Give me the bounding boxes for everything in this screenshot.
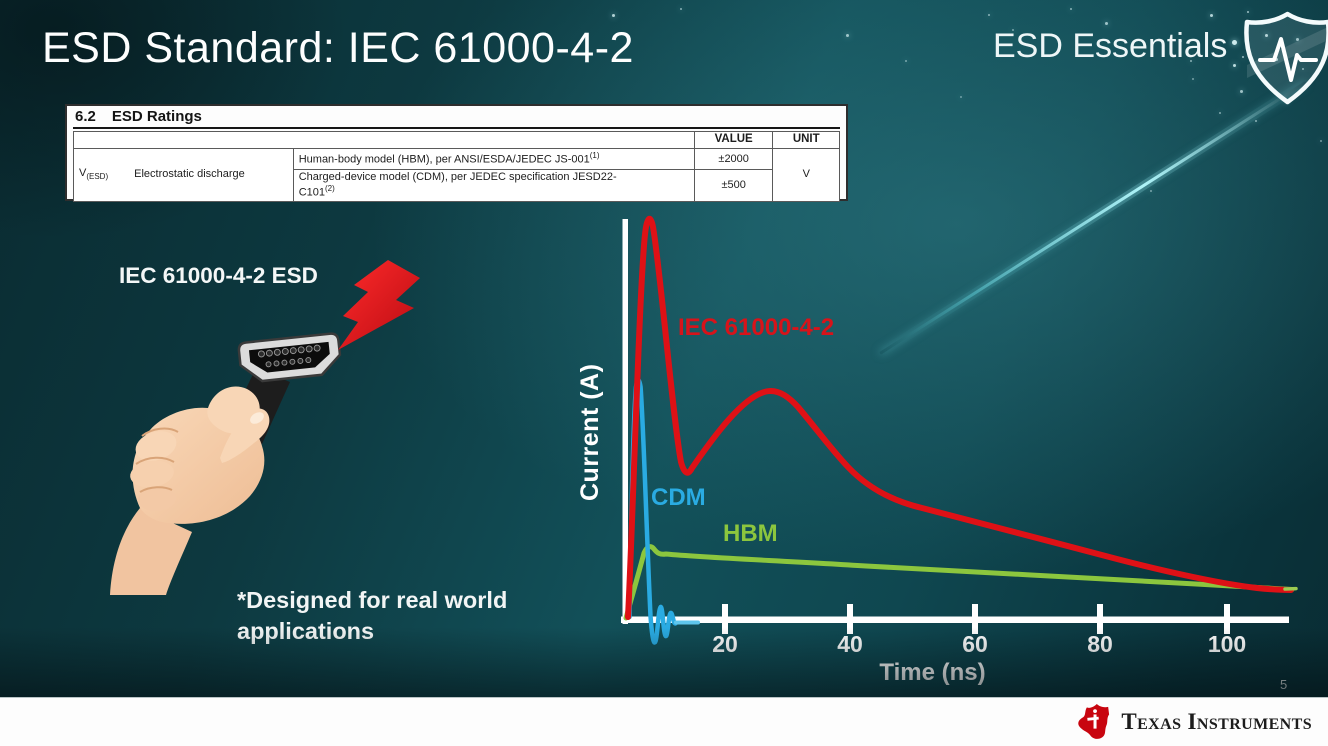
table-section-header: 6.2 ESD Ratings — [73, 107, 840, 129]
waveform-chart — [621, 215, 1298, 645]
star-dot — [1219, 112, 1221, 114]
star-dot — [988, 14, 990, 16]
star-dot — [1190, 60, 1192, 62]
star-dot — [1105, 22, 1108, 25]
axis-tick — [1224, 604, 1230, 634]
ratings-table: VALUE UNIT V(ESD) Electrostatic discharg… — [73, 131, 840, 202]
parameter-label: Electrostatic discharge — [134, 168, 245, 181]
page-title: ESD Standard: IEC 61000-4-2 — [42, 24, 634, 72]
star-dot — [905, 60, 907, 62]
star-dot — [1232, 40, 1237, 45]
hbm-description-cell: Human-body model (HBM), per ANSI/ESDA/JE… — [292, 148, 695, 170]
star-dot — [1265, 34, 1268, 37]
star-dot — [846, 34, 849, 37]
ti-logo-icon — [1078, 704, 1110, 739]
footnote-text: *Designed for real world applications — [237, 587, 508, 644]
program-badge-label: ESD Essentials — [993, 27, 1228, 65]
star-dot — [612, 14, 615, 17]
hdmi-connector — [237, 332, 342, 383]
hbm-value-cell: ±2000 — [693, 148, 774, 170]
star-dot — [1150, 190, 1152, 192]
star-dot — [1012, 29, 1014, 31]
star-dot — [1240, 90, 1243, 93]
iec-curve — [625, 215, 1294, 620]
star-dot — [1180, 40, 1182, 42]
series-label-cdm: CDM — [651, 484, 706, 511]
hbm-footnote-ref: (1) — [589, 151, 600, 161]
bottom-shade — [0, 627, 1328, 697]
illustration-label: IEC 61000-4-2 ESD — [119, 263, 318, 288]
esd-illustration — [110, 260, 420, 595]
series-label-iec: IEC 61000-4-2 — [678, 314, 835, 341]
star-dot — [1320, 140, 1322, 142]
star-dot — [1070, 8, 1072, 10]
hand-graphic — [110, 386, 270, 595]
y-axis — [622, 219, 628, 624]
star-dot — [1242, 56, 1244, 58]
star-dot — [1296, 38, 1299, 41]
table-section-number: 6.2 — [75, 108, 96, 125]
lightning-icon — [338, 260, 420, 350]
axis-tick — [972, 604, 978, 634]
footer-brand: Texas Instruments — [1121, 709, 1312, 734]
axis-tick — [722, 604, 728, 634]
cdm-footnote-ref: (2) — [325, 183, 335, 193]
esd-symbol-subscript: (ESD) — [86, 172, 109, 182]
star-dot — [960, 96, 962, 98]
x-axis — [621, 616, 1289, 623]
axis-ticks — [722, 604, 1230, 634]
star-dot — [680, 8, 682, 10]
unit-value-cell: V — [772, 148, 840, 202]
axis-tick — [847, 604, 853, 634]
ratings-table-panel: 6.2 ESD Ratings VALUE UNIT V(ESD) Electr… — [65, 104, 848, 202]
cdm-value-cell: ±500 — [693, 169, 774, 202]
empty-header-cell — [73, 131, 695, 149]
star-dot — [1275, 58, 1278, 61]
star-dot — [1192, 78, 1194, 80]
unit-column-header: UNIT — [772, 131, 840, 149]
current-axis-label: Current (A) — [576, 363, 604, 502]
value-column-header: VALUE — [693, 131, 774, 149]
series-label-hbm: HBM — [723, 520, 778, 547]
star-dot — [1233, 64, 1236, 67]
star-dot — [1247, 11, 1249, 13]
footer-bar: Texas Instruments — [0, 697, 1328, 746]
axis-tick — [1097, 604, 1103, 634]
table-section-title: ESD Ratings — [111, 108, 202, 125]
parameter-cell: V(ESD) Electrostatic discharge — [73, 148, 294, 202]
star-dot — [1255, 120, 1257, 122]
star-dot — [1302, 68, 1304, 70]
esd-symbol: V(ESD) — [79, 167, 109, 182]
cdm-description-cell: Charged-device model (CDM), per JEDEC sp… — [292, 169, 695, 202]
shield-pulse-icon — [1244, 11, 1328, 105]
star-dot — [1210, 14, 1213, 17]
